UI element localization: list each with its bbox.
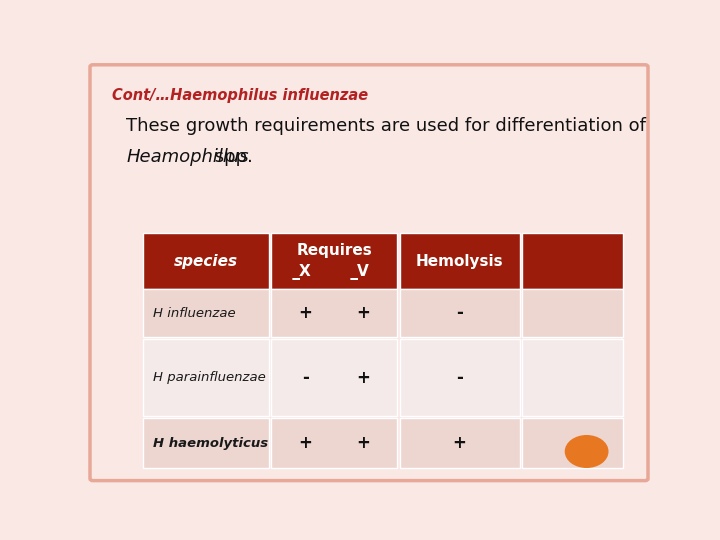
Bar — [143, 339, 269, 416]
Text: -: - — [456, 369, 463, 387]
Text: Requires: Requires — [296, 244, 372, 258]
Text: +: + — [453, 434, 467, 452]
Text: +: + — [298, 304, 312, 322]
Bar — [143, 289, 269, 337]
FancyBboxPatch shape — [90, 65, 648, 481]
Bar — [143, 418, 269, 468]
Circle shape — [565, 436, 608, 467]
Text: +: + — [356, 369, 370, 387]
Bar — [523, 289, 623, 337]
Text: Cont/…Haemophilus influenzae: Cont/…Haemophilus influenzae — [112, 87, 369, 103]
Bar — [271, 418, 397, 468]
Bar — [271, 339, 397, 416]
Text: H parainfluenzae: H parainfluenzae — [153, 371, 266, 384]
Text: spp.: spp. — [209, 148, 253, 166]
Bar — [523, 339, 623, 416]
Text: ̲X: ̲X — [300, 264, 311, 280]
Bar — [400, 418, 520, 468]
Text: +: + — [356, 304, 370, 322]
Text: +: + — [356, 434, 370, 452]
Bar — [400, 289, 520, 337]
Bar — [523, 418, 623, 468]
Text: -: - — [456, 304, 463, 322]
Bar — [523, 233, 623, 289]
Text: H influenzae: H influenzae — [153, 307, 235, 320]
Bar — [400, 339, 520, 416]
Text: These growth requirements are used for differentiation of: These growth requirements are used for d… — [126, 117, 646, 135]
Bar — [271, 233, 397, 289]
Text: Hemolysis: Hemolysis — [416, 254, 503, 269]
Text: species: species — [174, 254, 238, 269]
Bar — [400, 233, 520, 289]
Text: -: - — [302, 369, 309, 387]
Bar — [271, 289, 397, 337]
Text: Heamophillus: Heamophillus — [126, 148, 249, 166]
Bar — [143, 233, 269, 289]
Text: H haemolyticus: H haemolyticus — [153, 437, 268, 450]
Text: ̲V: ̲V — [357, 264, 369, 280]
Text: +: + — [298, 434, 312, 452]
